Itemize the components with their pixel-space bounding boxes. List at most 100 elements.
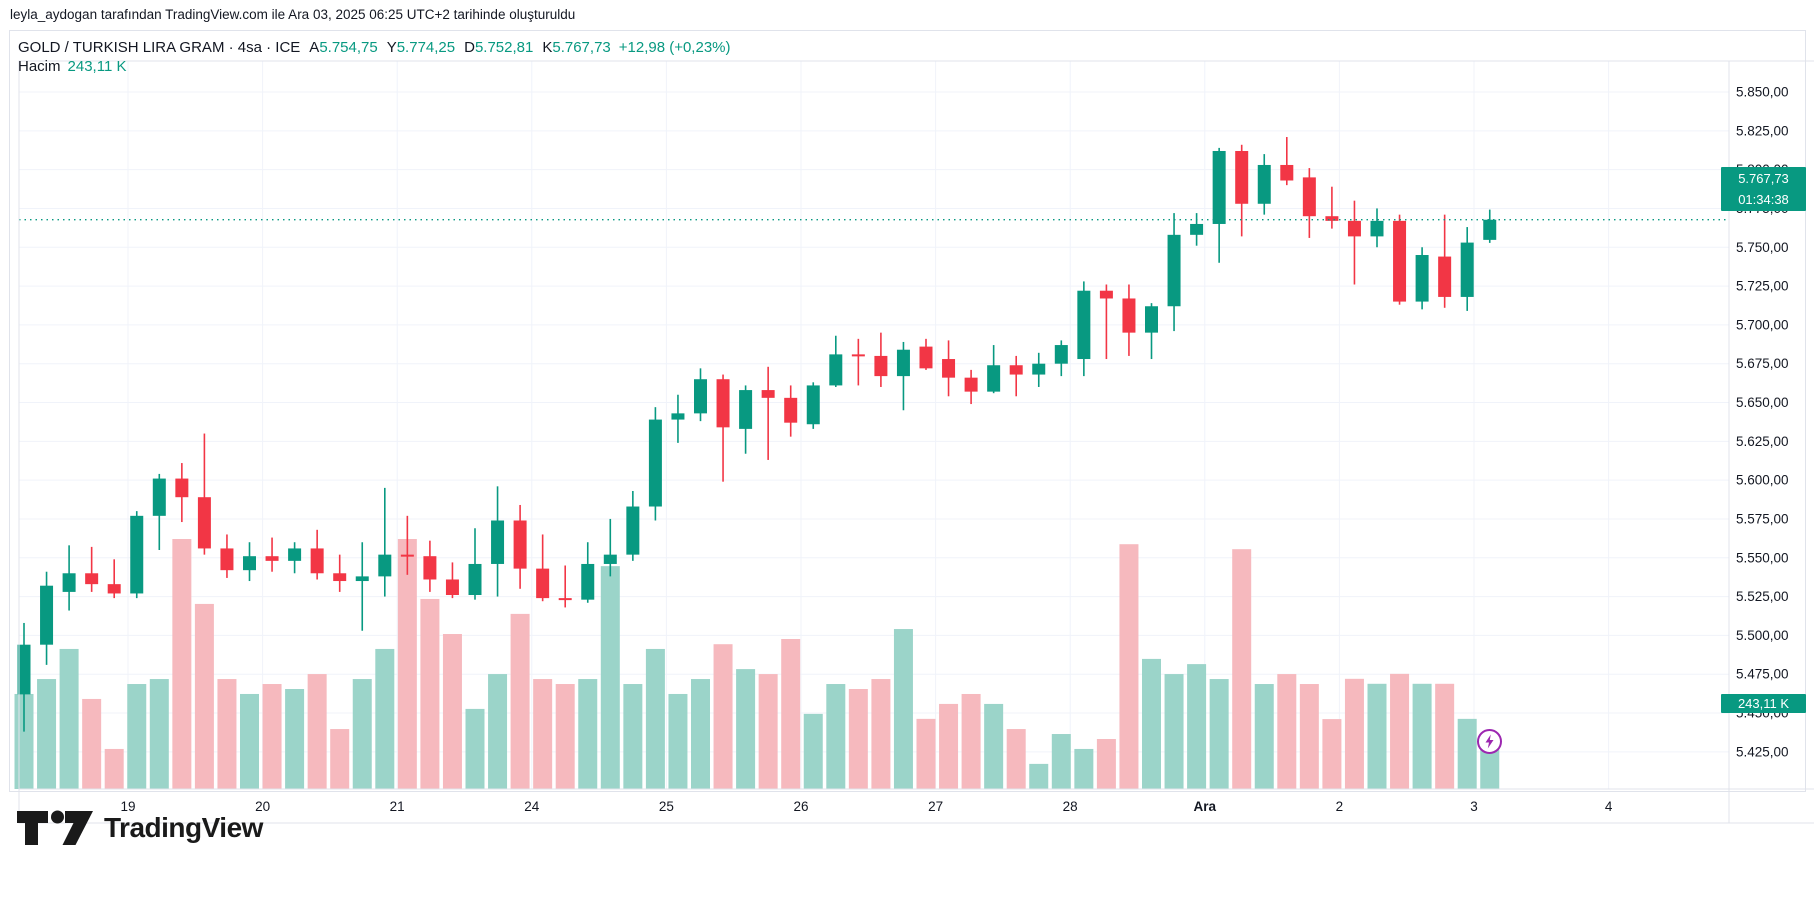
candle-body bbox=[874, 355, 888, 377]
candle-body bbox=[513, 520, 527, 569]
candle-body bbox=[378, 554, 392, 577]
volume-bar bbox=[1119, 544, 1139, 789]
volume-bar bbox=[442, 634, 462, 789]
time-axis-label[interactable]: 3 bbox=[1470, 799, 1478, 814]
volume-bar bbox=[1299, 684, 1319, 789]
ohlc-values: A5.754,75 Y5.774,25 D5.752,81 K5.767,73 bbox=[300, 39, 610, 56]
price-axis-label[interactable]: 5.425,00 bbox=[1736, 744, 1789, 759]
volume-value-badge: 243,11 K bbox=[1721, 694, 1806, 713]
bar-countdown: 01:34:38 bbox=[1738, 192, 1789, 207]
volume-bar bbox=[510, 613, 530, 789]
ohlc-letter: K bbox=[542, 39, 553, 56]
ohlc-value: 5.767,73 bbox=[552, 39, 611, 56]
volume-bar bbox=[1412, 683, 1432, 789]
price-axis-label[interactable]: 5.750,00 bbox=[1736, 240, 1789, 255]
volume-bar bbox=[803, 713, 823, 789]
candle-body bbox=[1393, 220, 1407, 302]
volume-bar bbox=[848, 689, 868, 789]
candle-body bbox=[445, 579, 459, 596]
candle-body bbox=[1325, 216, 1339, 221]
candle-body bbox=[85, 573, 99, 585]
price-axis-label[interactable]: 5.650,00 bbox=[1736, 395, 1789, 410]
candle-body bbox=[1415, 255, 1429, 302]
volume-bar bbox=[1051, 734, 1071, 789]
price-axis-label[interactable]: 5.700,00 bbox=[1736, 317, 1789, 332]
candle-body bbox=[107, 584, 121, 594]
time-axis-label[interactable]: 21 bbox=[390, 799, 405, 814]
price-axis-label[interactable]: 5.500,00 bbox=[1736, 628, 1789, 643]
candle-body bbox=[1190, 223, 1204, 235]
volume-bar bbox=[1435, 683, 1455, 789]
candle-body bbox=[851, 354, 865, 357]
last-price-badge: 5.767,73 01:34:38 bbox=[1721, 167, 1806, 211]
time-axis-label[interactable]: 2 bbox=[1336, 799, 1344, 814]
attribution-text: leyla_aydogan tarafından TradingView.com… bbox=[10, 7, 576, 22]
candle-body bbox=[626, 506, 640, 555]
price-axis-label[interactable]: 5.675,00 bbox=[1736, 356, 1789, 371]
time-axis-label[interactable]: 27 bbox=[928, 799, 943, 814]
volume-label[interactable]: Hacim bbox=[18, 58, 61, 75]
volume-bar bbox=[645, 648, 665, 789]
volume-bar bbox=[307, 674, 327, 789]
candle-body bbox=[400, 554, 414, 557]
chart-pane[interactable]: 5.850,005.825,005.800,005.775,005.750,00… bbox=[9, 30, 1814, 824]
volume-bar bbox=[758, 674, 778, 789]
candle-body bbox=[1077, 290, 1091, 360]
tradingview-logo-text: TradingView bbox=[104, 812, 263, 843]
time-axis-label[interactable]: 25 bbox=[659, 799, 674, 814]
volume-bar bbox=[262, 684, 282, 789]
volume-bar bbox=[555, 684, 575, 789]
volume-bar bbox=[781, 639, 801, 789]
change-value: +12,98 (+0,23%) bbox=[618, 39, 731, 56]
volume-bar bbox=[1457, 718, 1477, 789]
volume-bar bbox=[104, 748, 124, 789]
candle-body bbox=[987, 365, 1001, 392]
price-axis-label[interactable]: 5.550,00 bbox=[1736, 550, 1789, 565]
time-axis-label[interactable]: 4 bbox=[1605, 799, 1613, 814]
price-axis-label[interactable]: 5.850,00 bbox=[1736, 85, 1789, 100]
price-axis-label[interactable]: 5.600,00 bbox=[1736, 473, 1789, 488]
volume-bar bbox=[1322, 719, 1342, 789]
candle-body bbox=[175, 478, 189, 498]
candle-body bbox=[739, 390, 753, 429]
price-axis-label[interactable]: 5.525,00 bbox=[1736, 589, 1789, 604]
time-axis-label[interactable]: 19 bbox=[120, 799, 135, 814]
candle-body bbox=[333, 573, 347, 582]
price-axis-label[interactable]: 5.625,00 bbox=[1736, 434, 1789, 449]
volume-bar bbox=[375, 648, 395, 789]
symbol-title[interactable]: GOLD / TURKISH LIRA GRAM · 4sa · ICE bbox=[18, 39, 301, 56]
volume-bar bbox=[217, 679, 237, 789]
candle-body bbox=[1257, 164, 1271, 204]
candlestick-chart[interactable]: 5.850,005.825,005.800,005.775,005.750,00… bbox=[10, 31, 1814, 899]
volume-bar bbox=[465, 708, 485, 789]
time-axis-label[interactable]: Ara bbox=[1194, 799, 1217, 814]
candle-body bbox=[243, 556, 256, 571]
price-axis-label[interactable]: 5.825,00 bbox=[1736, 123, 1789, 138]
candle-body bbox=[964, 377, 978, 392]
price-axis-label[interactable]: 5.475,00 bbox=[1736, 667, 1789, 682]
time-axis-label[interactable]: 26 bbox=[793, 799, 808, 814]
volume-bar bbox=[149, 679, 169, 789]
volume-bar bbox=[1142, 658, 1161, 789]
lightning-bolt-icon[interactable] bbox=[1476, 728, 1503, 755]
price-axis-label[interactable]: 5.725,00 bbox=[1736, 279, 1789, 294]
time-axis-label[interactable]: 24 bbox=[524, 799, 540, 814]
volume-bar bbox=[397, 539, 417, 789]
volume-bar bbox=[1187, 664, 1207, 789]
candle-body bbox=[919, 346, 933, 369]
time-axis-label[interactable]: 20 bbox=[255, 799, 270, 814]
tradingview-logo[interactable]: TradingView bbox=[16, 808, 263, 848]
price-axis-label[interactable]: 5.575,00 bbox=[1736, 511, 1789, 526]
candle-body bbox=[671, 413, 685, 420]
volume-bar bbox=[240, 693, 259, 789]
volume-bar bbox=[826, 684, 846, 789]
candle-body bbox=[603, 554, 617, 564]
candle-body bbox=[784, 397, 798, 423]
candle-body bbox=[62, 573, 76, 592]
candle-body bbox=[152, 478, 166, 516]
volume-bar bbox=[1164, 674, 1184, 789]
last-price-value: 5.767,73 bbox=[1738, 171, 1789, 186]
volume-bar bbox=[59, 648, 79, 789]
time-axis-label[interactable]: 28 bbox=[1063, 799, 1078, 814]
volume-bar bbox=[37, 679, 57, 789]
